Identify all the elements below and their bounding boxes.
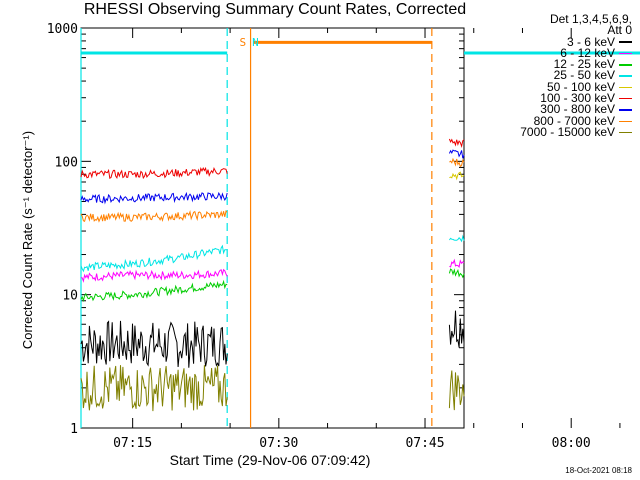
legend-item: 25 - 50 keV	[482, 68, 632, 83]
y-tick-label: 1000	[47, 22, 78, 37]
legend-swatch	[619, 75, 632, 77]
legend-label: 300 - 800 keV	[540, 102, 615, 117]
legend-label: 50 - 100 keV	[546, 79, 615, 94]
legend-swatch	[619, 109, 632, 111]
series-line	[80, 365, 228, 412]
series-line	[449, 258, 465, 268]
legend-swatch	[619, 120, 632, 123]
x-tick-label: 08:00	[552, 436, 591, 451]
legend-swatch	[619, 41, 632, 43]
legend: Det 1,3,4,5,6,9, Att 0 3 - 6 keV 6 - 12 k…	[482, 12, 632, 139]
legend-item: 7000 - 15000 keV	[482, 124, 632, 139]
y-tick-label: 10	[62, 289, 78, 304]
series-line	[80, 320, 228, 368]
y-tick-label: 1	[70, 422, 78, 437]
legend-label: 6 - 12 keV	[560, 45, 615, 60]
legend-item: 50 - 100 keV	[482, 79, 632, 94]
y-axis-label: Corrected Count Rate (s⁻¹ detector⁻¹)	[20, 130, 35, 350]
series-line	[80, 166, 228, 180]
series-line	[448, 310, 465, 348]
legend-label: 3 - 6 keV	[566, 34, 615, 49]
legend-header-line-1: Det 1,3,4,5,6,9,	[549, 12, 632, 26]
series-line	[448, 234, 465, 243]
legend-item: 6 - 12 keV	[482, 45, 632, 60]
series-line	[449, 171, 465, 181]
x-tick-label: 07:15	[113, 436, 152, 451]
x-tick-label: 07:30	[259, 436, 298, 451]
legend-label: 25 - 50 keV	[553, 68, 615, 83]
series-line	[80, 244, 228, 273]
flag-annotation: S	[239, 36, 246, 49]
legend-swatch	[619, 64, 632, 66]
timestamp: 18-Oct-2021 08:18	[565, 466, 632, 475]
legend-label: 12 - 25 keV	[553, 57, 615, 72]
legend-item: 3 - 6 keV	[482, 34, 632, 49]
series-line	[80, 209, 228, 223]
series-line	[448, 149, 465, 159]
y-tick-label: 100	[55, 155, 78, 170]
legend-header-line-2: Att 0	[607, 23, 632, 38]
series-line	[80, 268, 228, 283]
legend-label: 800 - 7000 keV	[533, 113, 615, 128]
legend-swatch	[619, 86, 632, 89]
series-line	[448, 138, 465, 149]
flag-annotation: N	[252, 36, 259, 49]
legend-swatch	[619, 97, 632, 100]
legend-swatch	[619, 131, 632, 134]
series-line	[80, 191, 228, 205]
series-line	[449, 157, 465, 168]
legend-item: 800 - 7000 keV	[482, 113, 632, 128]
legend-label: 7000 - 15000 keV	[520, 124, 615, 139]
series-line	[448, 370, 465, 411]
series-line	[448, 268, 465, 279]
x-tick-label: 07:45	[405, 436, 444, 451]
series-line	[80, 279, 228, 303]
legend-item: 300 - 800 keV	[482, 102, 632, 117]
chart-title: RHESSI Observing Summary Count Rates, Co…	[83, 1, 467, 18]
x-axis-label: Start Time (29-Nov-06 07:09:42)	[169, 452, 371, 468]
legend-label: 100 - 300 keV	[540, 91, 615, 106]
plot-frame	[80, 27, 465, 429]
legend-item: 100 - 300 keV	[482, 91, 632, 106]
legend-item: 12 - 25 keV	[482, 57, 632, 72]
legend-swatch	[619, 52, 632, 55]
